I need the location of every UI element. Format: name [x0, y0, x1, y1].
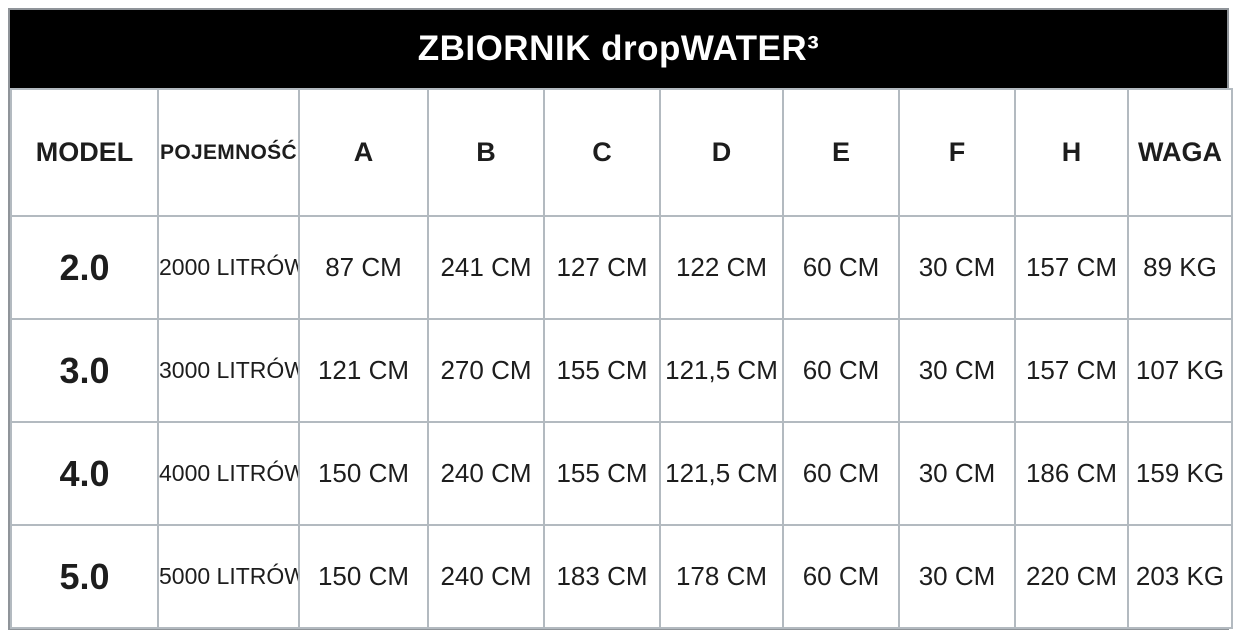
column-header-waga: WAGA: [1127, 88, 1233, 217]
dim-d-cell: 121,5 CM: [659, 421, 784, 526]
dim-b-cell: 240 CM: [427, 421, 545, 526]
column-header-f: F: [898, 88, 1016, 217]
dim-a-cell: 87 CM: [298, 215, 429, 320]
dim-a-cell: 150 CM: [298, 421, 429, 526]
dim-h-cell: 157 CM: [1014, 318, 1129, 423]
column-header-d: D: [659, 88, 784, 217]
weight-cell: 89 KG: [1127, 215, 1233, 320]
dim-f-cell: 30 CM: [898, 524, 1016, 629]
dim-e-cell: 60 CM: [782, 215, 900, 320]
dim-a-cell: 150 CM: [298, 524, 429, 629]
model-cell: 2.0: [10, 215, 159, 320]
column-header-pojemnosc: POJEMNOŚĆ: [157, 88, 300, 217]
dim-f-cell: 30 CM: [898, 421, 1016, 526]
table-title: ZBIORNIK dropWATER³: [417, 29, 820, 68]
model-cell: 5.0: [10, 524, 159, 629]
table-row-model-5-0: 5.0 5000 LITRÓW 150 CM 240 CM 183 CM 178…: [10, 524, 1233, 629]
table-row-model-2-0: 2.0 2000 LITRÓW 87 CM 241 CM 127 CM 122 …: [10, 215, 1233, 320]
dim-c-cell: 155 CM: [543, 421, 661, 526]
capacity-cell: 4000 LITRÓW: [157, 421, 300, 526]
dim-d-cell: 178 CM: [659, 524, 784, 629]
dim-c-cell: 183 CM: [543, 524, 661, 629]
dim-b-cell: 240 CM: [427, 524, 545, 629]
column-header-model: MODEL: [10, 88, 159, 217]
dim-b-cell: 241 CM: [427, 215, 545, 320]
model-cell: 4.0: [10, 421, 159, 526]
header-row: MODEL POJEMNOŚĆ A B C D E F H WAGA: [10, 88, 1233, 217]
spec-table: MODEL POJEMNOŚĆ A B C D E F H WAGA 2.0 2…: [10, 88, 1233, 629]
dim-b-cell: 270 CM: [427, 318, 545, 423]
model-cell: 3.0: [10, 318, 159, 423]
dim-h-cell: 157 CM: [1014, 215, 1129, 320]
column-header-c: C: [543, 88, 661, 217]
capacity-cell: 5000 LITRÓW: [157, 524, 300, 629]
dim-f-cell: 30 CM: [898, 318, 1016, 423]
dim-a-cell: 121 CM: [298, 318, 429, 423]
dim-e-cell: 60 CM: [782, 318, 900, 423]
table-row-model-4-0: 4.0 4000 LITRÓW 150 CM 240 CM 155 CM 121…: [10, 421, 1233, 526]
dim-h-cell: 220 CM: [1014, 524, 1129, 629]
column-header-h: H: [1014, 88, 1129, 217]
weight-cell: 107 KG: [1127, 318, 1233, 423]
dim-d-cell: 122 CM: [659, 215, 784, 320]
capacity-cell: 3000 LITRÓW: [157, 318, 300, 423]
dim-c-cell: 155 CM: [543, 318, 661, 423]
column-header-a: A: [298, 88, 429, 217]
title-bar: ZBIORNIK dropWATER³: [10, 10, 1227, 88]
dim-d-cell: 121,5 CM: [659, 318, 784, 423]
dim-h-cell: 186 CM: [1014, 421, 1129, 526]
dim-f-cell: 30 CM: [898, 215, 1016, 320]
weight-cell: 203 KG: [1127, 524, 1233, 629]
spec-table-panel: ZBIORNIK dropWATER³ MODEL POJEMNOŚĆ A: [8, 8, 1233, 630]
dim-e-cell: 60 CM: [782, 524, 900, 629]
weight-cell: 159 KG: [1127, 421, 1233, 526]
dim-e-cell: 60 CM: [782, 421, 900, 526]
table-row-model-3-0: 3.0 3000 LITRÓW 121 CM 270 CM 155 CM 121…: [10, 318, 1233, 423]
column-header-b: B: [427, 88, 545, 217]
dim-c-cell: 127 CM: [543, 215, 661, 320]
column-header-e: E: [782, 88, 900, 217]
capacity-cell: 2000 LITRÓW: [157, 215, 300, 320]
